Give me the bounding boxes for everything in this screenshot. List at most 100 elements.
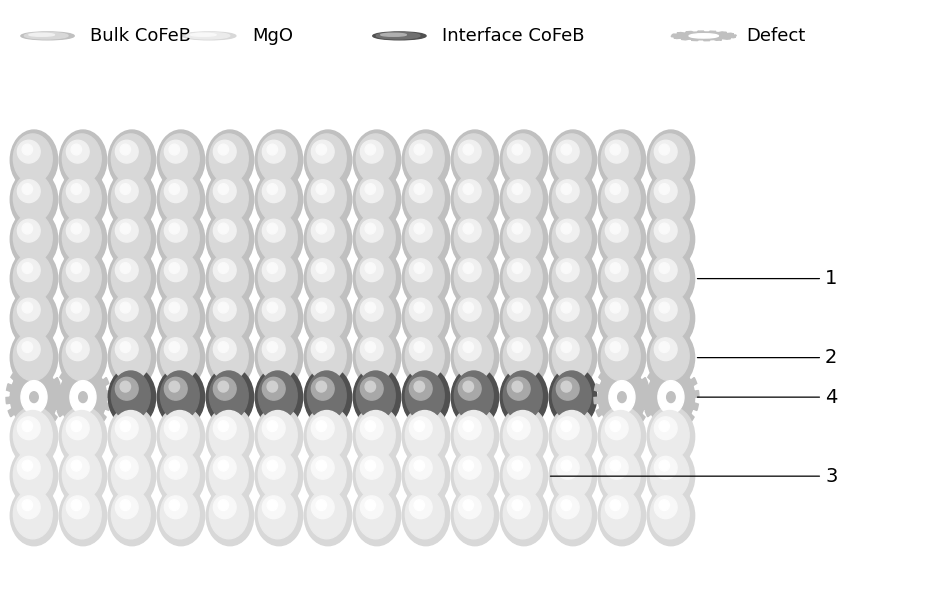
Ellipse shape <box>307 490 346 539</box>
Ellipse shape <box>360 377 383 400</box>
Ellipse shape <box>311 298 334 321</box>
Ellipse shape <box>259 331 298 381</box>
Ellipse shape <box>500 328 548 388</box>
Ellipse shape <box>598 446 646 506</box>
Ellipse shape <box>654 496 677 518</box>
Ellipse shape <box>120 184 130 194</box>
Ellipse shape <box>209 371 248 420</box>
Ellipse shape <box>218 500 228 511</box>
Ellipse shape <box>115 417 138 440</box>
Ellipse shape <box>561 381 572 392</box>
Ellipse shape <box>507 180 530 203</box>
Ellipse shape <box>206 328 254 388</box>
Ellipse shape <box>648 170 694 230</box>
Ellipse shape <box>304 288 352 348</box>
Ellipse shape <box>500 446 548 506</box>
Ellipse shape <box>157 367 204 427</box>
Ellipse shape <box>115 180 138 203</box>
Ellipse shape <box>316 460 326 471</box>
Ellipse shape <box>115 219 138 242</box>
Ellipse shape <box>304 446 352 506</box>
Ellipse shape <box>503 252 542 302</box>
Ellipse shape <box>458 141 481 163</box>
Ellipse shape <box>71 302 82 313</box>
Ellipse shape <box>311 141 334 163</box>
Ellipse shape <box>29 392 38 402</box>
Ellipse shape <box>365 460 376 471</box>
Ellipse shape <box>606 180 628 203</box>
Ellipse shape <box>353 446 400 506</box>
Ellipse shape <box>654 141 677 163</box>
Ellipse shape <box>255 407 302 466</box>
Ellipse shape <box>405 410 444 460</box>
Ellipse shape <box>59 249 107 309</box>
Ellipse shape <box>402 209 450 269</box>
Ellipse shape <box>360 338 383 361</box>
Ellipse shape <box>120 302 130 313</box>
Ellipse shape <box>267 263 278 273</box>
Ellipse shape <box>402 130 450 190</box>
Ellipse shape <box>311 377 334 400</box>
Ellipse shape <box>553 213 592 262</box>
Ellipse shape <box>209 292 248 341</box>
Ellipse shape <box>458 456 481 479</box>
Ellipse shape <box>213 338 236 361</box>
Ellipse shape <box>67 259 89 282</box>
Ellipse shape <box>512 421 522 432</box>
Ellipse shape <box>157 407 204 466</box>
Ellipse shape <box>108 407 156 466</box>
Ellipse shape <box>67 141 89 163</box>
Ellipse shape <box>353 288 400 348</box>
Ellipse shape <box>186 32 230 39</box>
Ellipse shape <box>304 170 352 230</box>
Ellipse shape <box>463 263 474 273</box>
Ellipse shape <box>22 460 32 471</box>
Ellipse shape <box>553 252 592 302</box>
Ellipse shape <box>654 456 677 479</box>
Ellipse shape <box>71 223 82 234</box>
Ellipse shape <box>304 130 352 190</box>
Ellipse shape <box>402 367 450 427</box>
Ellipse shape <box>512 223 522 234</box>
Ellipse shape <box>405 371 444 420</box>
Ellipse shape <box>111 134 150 183</box>
Ellipse shape <box>409 338 432 361</box>
Ellipse shape <box>402 407 450 466</box>
Ellipse shape <box>451 367 498 427</box>
Ellipse shape <box>409 259 432 282</box>
Ellipse shape <box>598 130 646 190</box>
Ellipse shape <box>255 209 302 269</box>
Ellipse shape <box>357 490 396 539</box>
Ellipse shape <box>458 377 481 400</box>
Ellipse shape <box>120 223 130 234</box>
Ellipse shape <box>409 417 432 440</box>
Ellipse shape <box>451 249 498 309</box>
Ellipse shape <box>267 460 278 471</box>
Ellipse shape <box>59 170 107 230</box>
Ellipse shape <box>161 331 199 381</box>
Ellipse shape <box>512 184 522 194</box>
Ellipse shape <box>165 456 187 479</box>
Ellipse shape <box>161 292 199 341</box>
Ellipse shape <box>59 446 107 506</box>
Ellipse shape <box>463 421 474 432</box>
Ellipse shape <box>458 298 481 321</box>
Ellipse shape <box>316 341 326 353</box>
Ellipse shape <box>503 173 542 222</box>
Ellipse shape <box>213 298 236 321</box>
Ellipse shape <box>304 209 352 269</box>
Ellipse shape <box>507 338 530 361</box>
Ellipse shape <box>598 170 646 230</box>
Ellipse shape <box>458 496 481 518</box>
Ellipse shape <box>13 292 52 341</box>
Ellipse shape <box>648 130 694 190</box>
Ellipse shape <box>304 407 352 466</box>
Ellipse shape <box>311 338 334 361</box>
Ellipse shape <box>365 381 376 392</box>
Ellipse shape <box>414 184 424 194</box>
Ellipse shape <box>550 288 596 348</box>
Ellipse shape <box>218 460 228 471</box>
Ellipse shape <box>648 328 694 388</box>
Ellipse shape <box>550 130 596 190</box>
Ellipse shape <box>556 377 579 400</box>
